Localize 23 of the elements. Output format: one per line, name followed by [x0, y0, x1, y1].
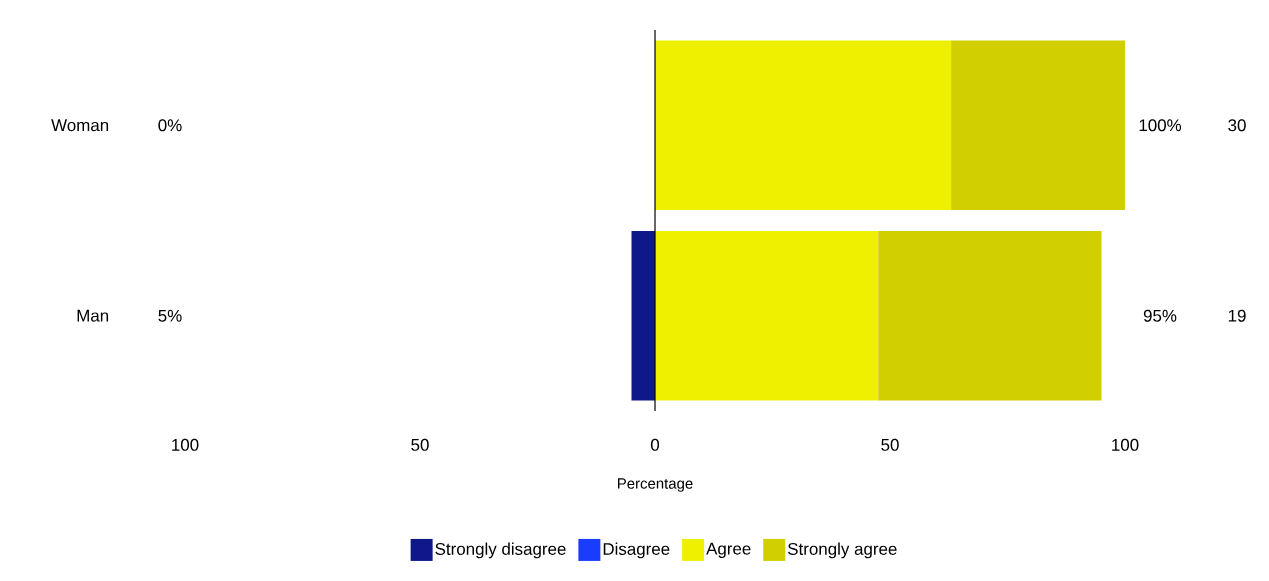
- x-axis-title: Percentage: [618, 478, 693, 492]
- text: 100%: [1139, 119, 1182, 132]
- text: 19: [1228, 309, 1246, 322]
- y-tick-label: Man: [77, 309, 109, 322]
- legend-label: Strongly agree: [788, 542, 897, 559]
- bar: [655, 40, 952, 211]
- x-tick-label: 50: [881, 438, 899, 451]
- bar: [631, 230, 656, 401]
- legend-label: Agree: [706, 542, 751, 558]
- text: 30: [1228, 119, 1246, 132]
- bar: [951, 40, 1126, 211]
- bar: [655, 230, 879, 401]
- legend-label: Strongly disagree: [435, 542, 566, 559]
- bar: [878, 230, 1102, 401]
- x-tick-label: 100: [1112, 438, 1139, 451]
- text: 0%: [158, 119, 182, 132]
- text: 95%: [1143, 309, 1177, 322]
- x-tick-label: 50: [411, 438, 429, 451]
- x-tick-label: 100: [172, 438, 199, 451]
- x-tick-label: 0: [650, 438, 660, 451]
- text: 5%: [158, 309, 182, 322]
- y-tick-label: Woman: [51, 119, 109, 132]
- legend-label: Disagree: [603, 542, 670, 559]
